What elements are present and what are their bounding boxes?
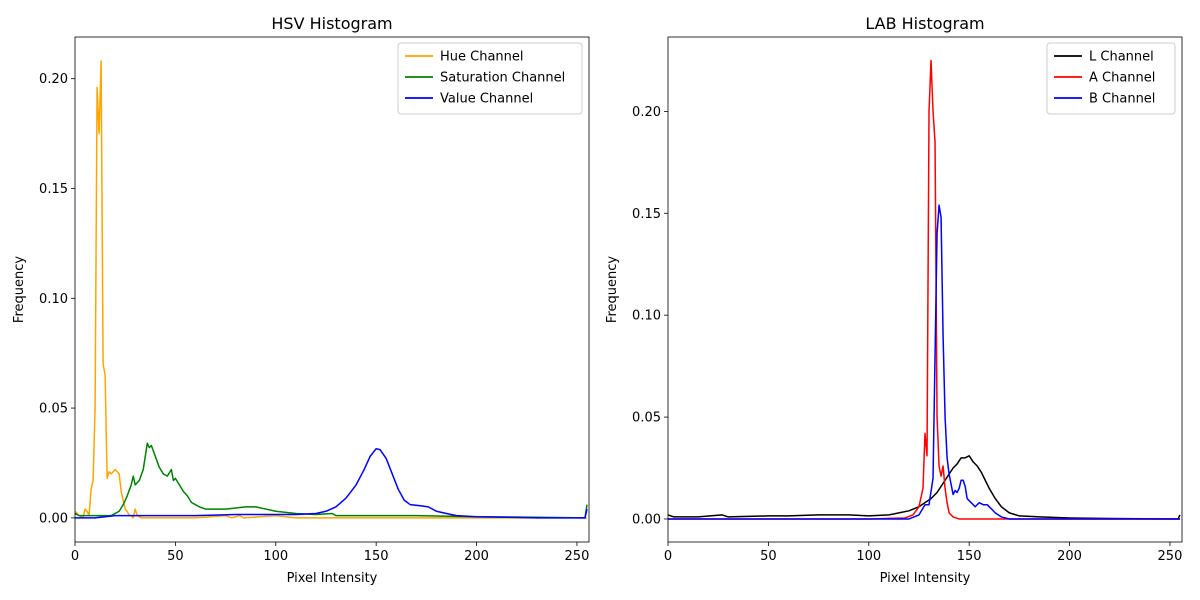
x-tick-label: 250 (565, 549, 590, 564)
x-axis-label: Pixel Intensity (287, 571, 378, 586)
series-line-2 (75, 442, 588, 519)
x-tick-label: 100 (263, 549, 288, 564)
legend-label: Value Channel (440, 92, 533, 107)
legend: L Channel A Channel B Channel (1046, 42, 1176, 115)
x-tick-label: 50 (167, 549, 184, 564)
y-axis-label: Frequency (605, 256, 620, 323)
x-tick-label: 0 (664, 549, 672, 564)
x-axis-label: Pixel Intensity (880, 571, 971, 586)
x-tick-label: 200 (1057, 549, 1082, 564)
x-tick-label: 100 (856, 549, 881, 564)
plot-frame (74, 36, 590, 543)
x-tick-label: 0 (71, 549, 79, 564)
series-line-3 (75, 447, 588, 519)
legend-label: Saturation Channel (440, 71, 565, 86)
y-tick-label: 0.00 (39, 511, 68, 526)
y-tick-label: 0.10 (632, 309, 661, 324)
y-tick-label: 0.00 (632, 512, 661, 527)
legend-label: A Channel (1089, 71, 1155, 86)
series-line-3 (668, 204, 1180, 520)
legend-box (1046, 42, 1176, 115)
chart-title: HSV Histogram (271, 14, 392, 33)
x-tick-label: 50 (760, 549, 777, 564)
y-tick-label: 0.20 (632, 105, 661, 120)
plot-frame (667, 36, 1183, 543)
legend-box (397, 42, 583, 115)
y-tick-label: 0.05 (39, 402, 68, 417)
x-tick-label: 200 (464, 549, 489, 564)
y-axis-label: Frequency (12, 256, 27, 323)
series-line-1 (75, 60, 587, 519)
y-tick-label: 0.15 (632, 207, 661, 222)
chart-title: LAB Histogram (865, 14, 984, 33)
y-tick-label: 0.10 (39, 292, 68, 307)
chart-panel-2: LAB Histogram 0 50 100 150 200 250 0.00 0.05 0.10… (605, 14, 1183, 586)
legend-label: B Channel (1089, 92, 1155, 107)
chart-panel-1: HSV Histogram 0 50 100 150 200 250 0.00 0.05 0.10… (12, 14, 590, 586)
y-tick-label: 0.05 (632, 411, 661, 426)
legend-label: L Channel (1089, 50, 1154, 65)
series-group (75, 60, 588, 519)
series-line-1 (668, 455, 1181, 520)
legend: Hue Channel Saturation Channel Value Chann… (397, 42, 583, 115)
legend-label: Hue Channel (440, 50, 524, 65)
y-tick-label: 0.20 (39, 72, 68, 87)
y-tick-label: 0.15 (39, 182, 68, 197)
x-tick-label: 250 (1158, 549, 1183, 564)
x-tick-label: 150 (957, 549, 982, 564)
series-line-2 (668, 59, 1180, 520)
series-group (668, 59, 1181, 520)
x-tick-label: 150 (364, 549, 389, 564)
